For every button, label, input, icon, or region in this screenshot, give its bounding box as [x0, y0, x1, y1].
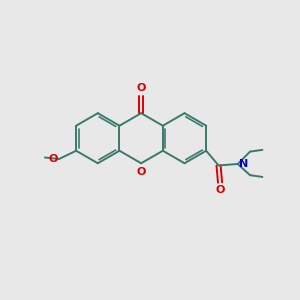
Text: O: O	[136, 167, 146, 177]
Text: O: O	[49, 154, 58, 164]
Text: N: N	[239, 159, 248, 169]
Text: O: O	[136, 83, 146, 93]
Text: O: O	[215, 185, 225, 196]
